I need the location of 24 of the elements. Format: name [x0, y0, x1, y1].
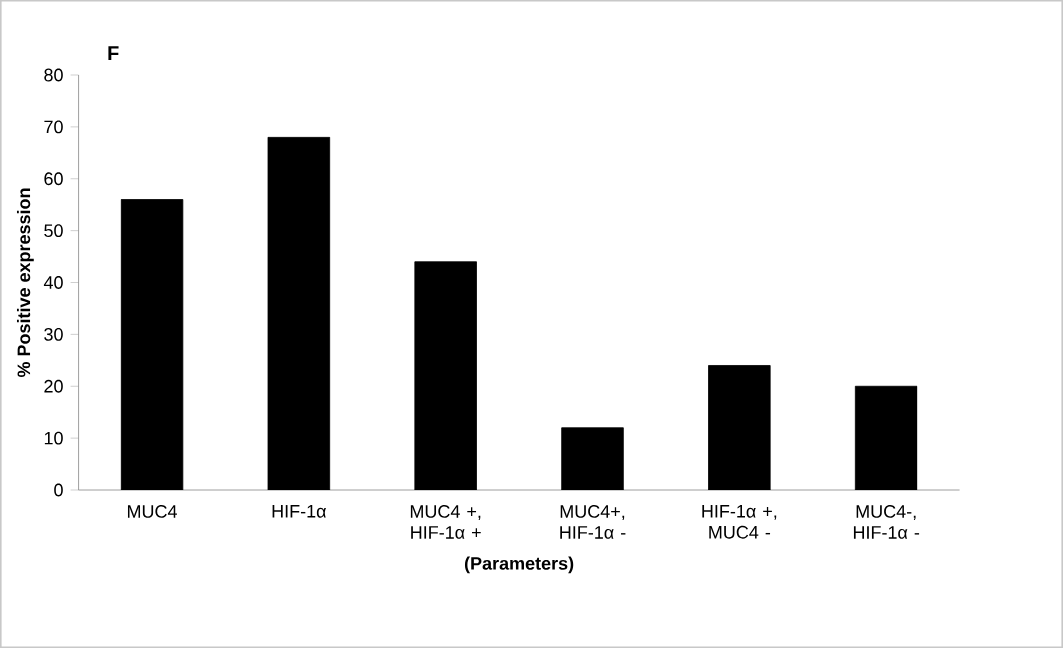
y-tick-label: 40 — [43, 276, 63, 289]
bar — [708, 365, 771, 490]
y-tick-label: 60 — [44, 172, 63, 186]
x-tick-label: HIF-1α — [272, 505, 327, 518]
y-tick-label: 10 — [44, 431, 63, 445]
y-axis-title: % Positive expression — [16, 188, 34, 378]
bar — [414, 261, 477, 490]
bar — [267, 136, 331, 490]
y-tick-label: 50 — [44, 224, 63, 238]
x-axis-title: (Parameters) — [464, 556, 574, 574]
x-tick-label: MUC4 — [127, 505, 177, 518]
bar — [120, 199, 184, 490]
bar — [561, 427, 624, 490]
y-tick-label: 20 — [44, 379, 63, 393]
y-tick-label: 70 — [44, 120, 63, 134]
y-tick-label: 0 — [54, 483, 63, 497]
x-tick-label: MUC4-, HIF-1α - — [853, 505, 920, 539]
chart-title: F — [108, 46, 119, 60]
y-tick-label: 80 — [44, 68, 63, 82]
x-tick-label: HIF-1α +, MUC4 - — [702, 505, 777, 539]
x-tick-label: MUC4+, HIF-1α - — [560, 505, 626, 539]
bar — [854, 385, 918, 490]
y-tick-label: 30 — [44, 328, 63, 341]
x-tick-label: MUC4 +, HIF-1α + — [410, 505, 481, 539]
